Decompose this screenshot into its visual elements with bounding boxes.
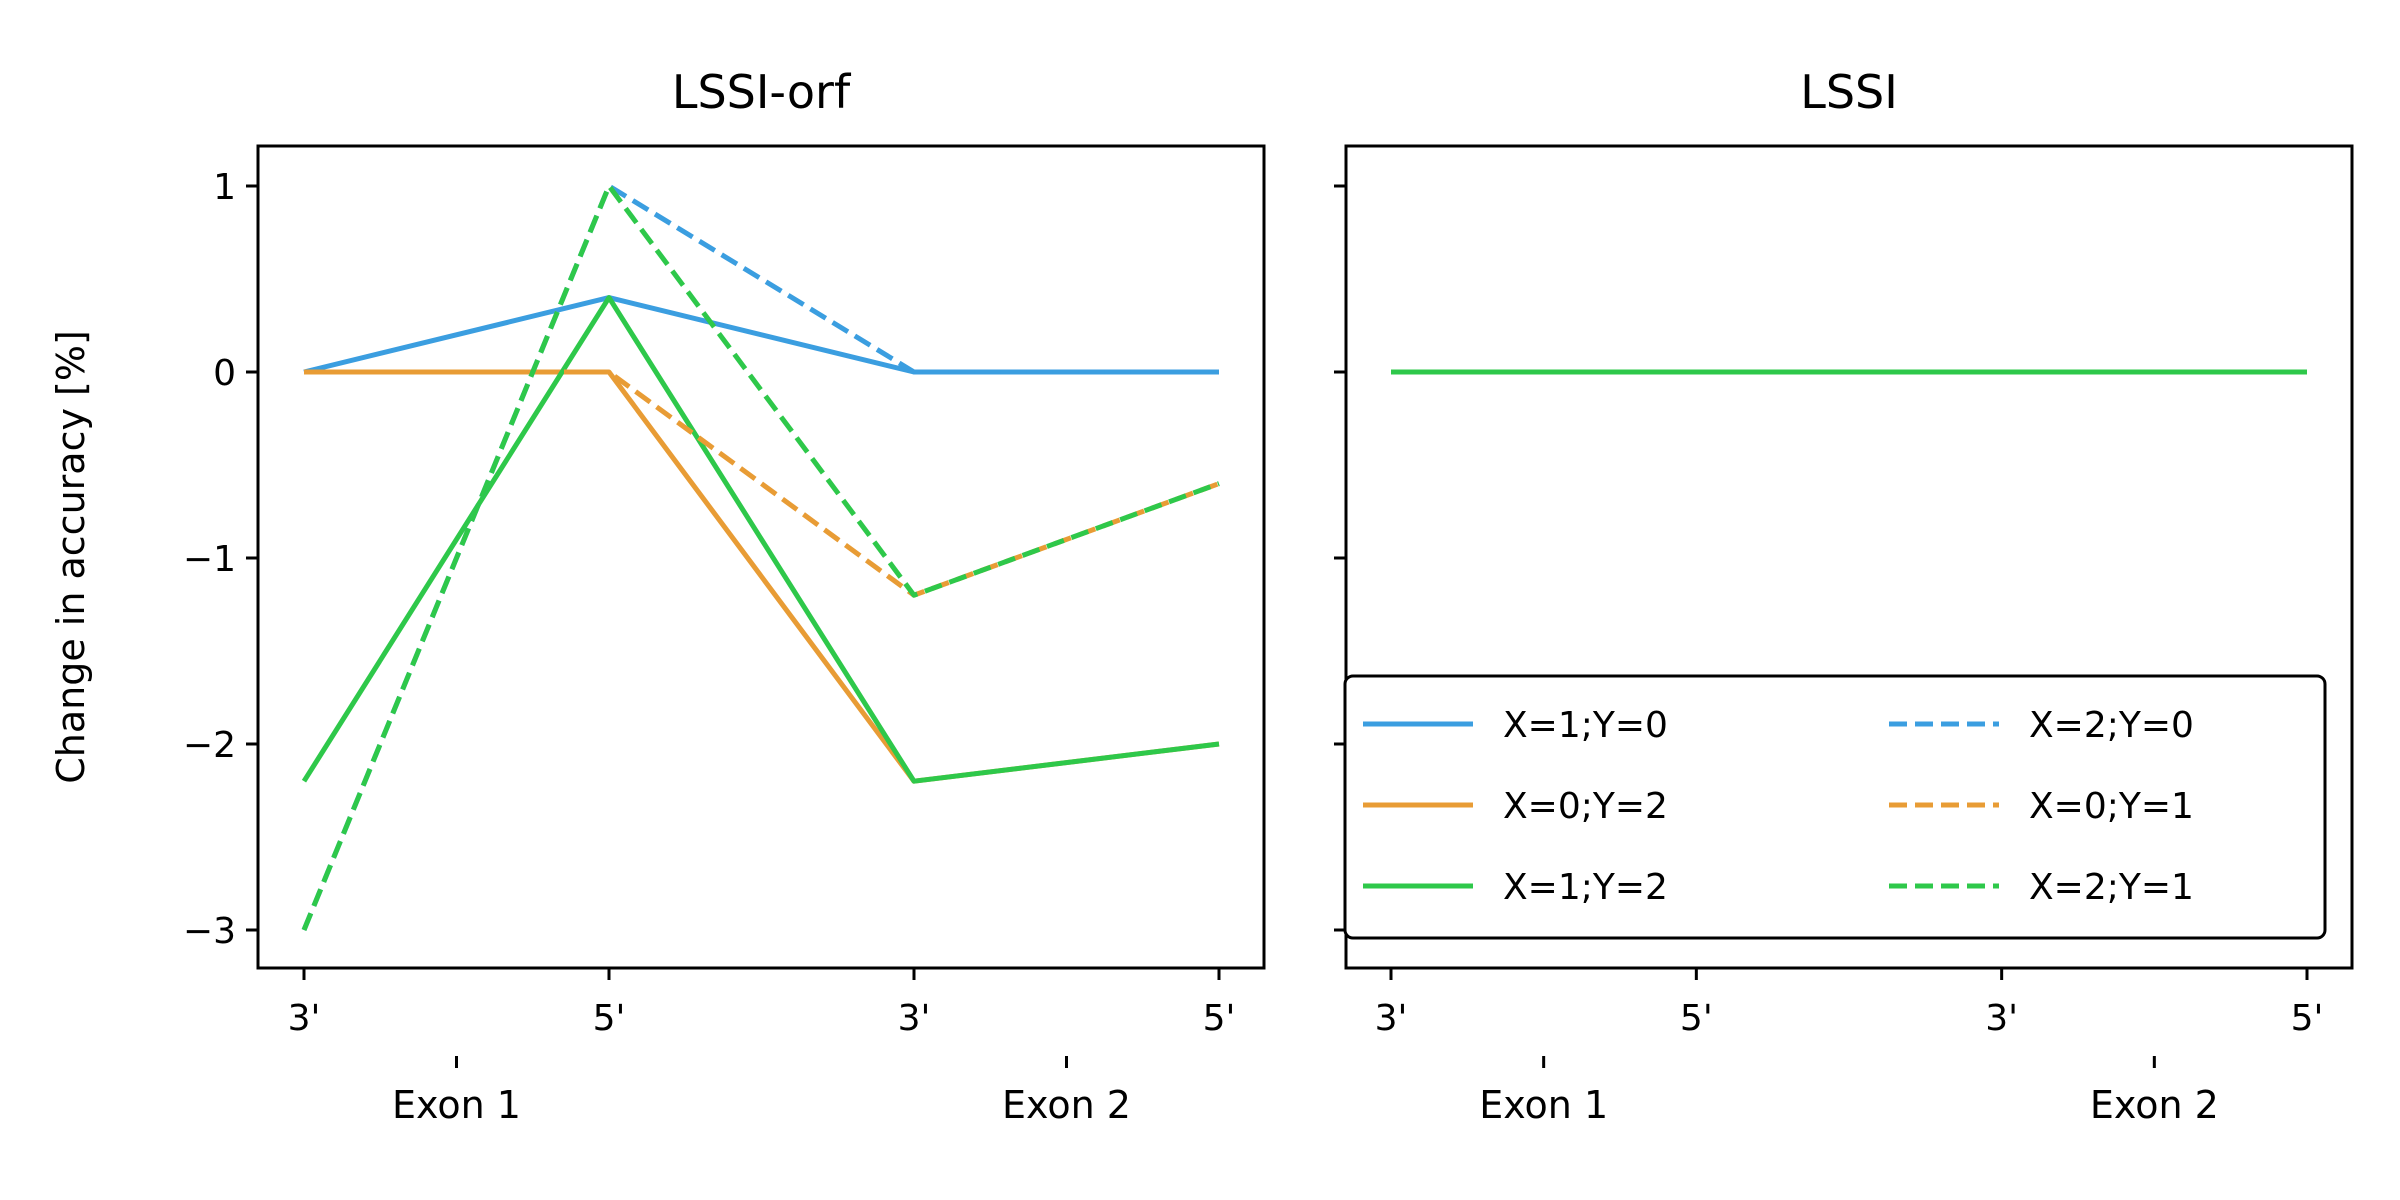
series-line-4 <box>301 183 1219 931</box>
series-line-1 <box>303 295 1219 375</box>
exon-group-label: Exon 2 <box>1002 1083 1131 1127</box>
x-tick-label: 3' <box>1375 998 1408 1039</box>
x-tick-label: 5' <box>2291 998 2324 1039</box>
y-tick-label: −2 <box>183 725 236 766</box>
exon-group-label: Exon 2 <box>2090 1083 2219 1127</box>
legend-label: X=2;Y=1 <box>2029 867 2194 908</box>
legend-label: X=0;Y=2 <box>1503 786 1668 827</box>
exon-group-label: Exon 1 <box>392 1083 521 1127</box>
legend-label: X=1;Y=2 <box>1503 867 1668 908</box>
right-panel-lssi: 3' 5' 3' 5'Exon 1 Exon 2LSSIX=1;Y=0X=0;Y=2X=… <box>1334 65 2354 1127</box>
x-tick-label: 5' <box>1680 998 1713 1039</box>
series-line-2 <box>304 369 1220 784</box>
legend-label: X=1;Y=0 <box>1503 705 1668 746</box>
series-line-5 <box>304 369 1220 598</box>
y-tick-label: −1 <box>183 539 236 580</box>
x-tick-label: 3' <box>1985 998 2018 1039</box>
chart-title: LSSI-orf <box>672 65 852 119</box>
y-tick-label: 0 <box>213 353 236 394</box>
legend: X=1;Y=0 X=0;Y=2 X=1;Y=2 X=2;Y=0 X=0;Y=1 X=2;Y… <box>1343 674 2327 940</box>
x-tick-label: 5' <box>1203 998 1236 1039</box>
x-tick-label: 5' <box>593 998 626 1039</box>
exon-group-label: Exon 1 <box>1479 1083 1608 1127</box>
y-axis-label: Change in accuracy [%] <box>49 330 93 784</box>
y-tick-label: 1 <box>213 167 236 208</box>
left-panel-lssi-orf: 1 0 −1 −2 −3 3' 5' 3' 5' Exon 1 Exon 2 LSSI-orf Chan… <box>49 65 1266 1127</box>
x-tick-label: 3' <box>288 998 321 1039</box>
axes-frame <box>256 144 1266 970</box>
series-line-3 <box>301 295 1220 784</box>
legend-frame <box>1343 674 2327 940</box>
legend-label: X=0;Y=1 <box>2029 786 2194 827</box>
series-line-6 <box>301 183 1220 931</box>
y-tick-label: −3 <box>183 911 236 952</box>
x-tick-label: 3' <box>898 998 931 1039</box>
legend-label: X=2;Y=0 <box>2029 705 2194 746</box>
chart-title: LSSI <box>1800 65 1898 119</box>
